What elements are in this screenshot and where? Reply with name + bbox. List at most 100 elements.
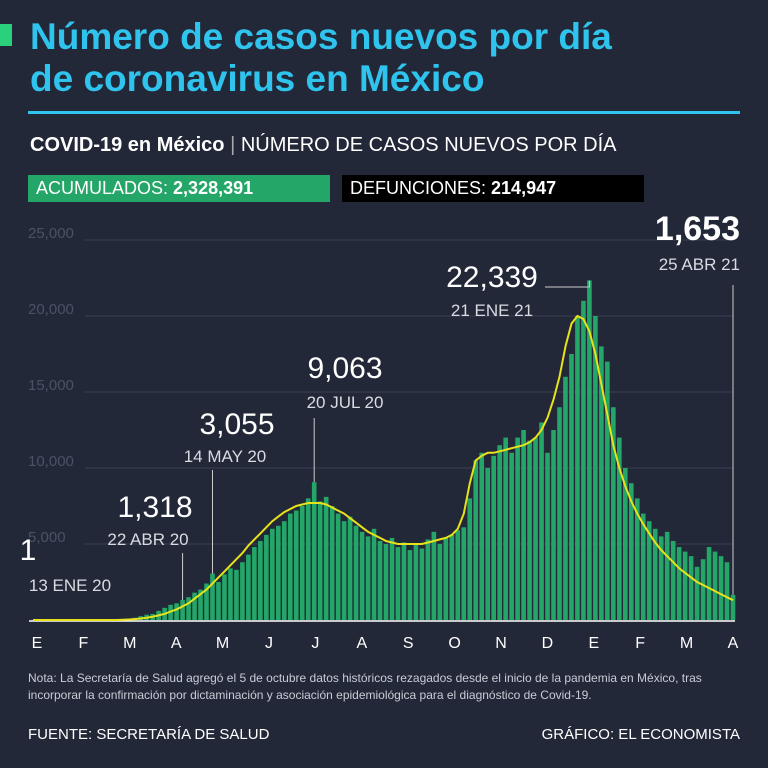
x-tick-label: A [728, 635, 739, 652]
bar [216, 582, 221, 620]
y-tick-label: 20,000 [28, 301, 74, 318]
annotation-value: 1,318 [117, 491, 192, 524]
bar [192, 592, 197, 620]
bar [646, 521, 652, 620]
bar [455, 530, 461, 620]
stat-label: DEFUNCIONES: [350, 178, 487, 198]
annotation-value: 1 [20, 534, 37, 567]
stat-box: DEFUNCIONES: 214,947 [342, 175, 644, 202]
stat-value: 2,328,391 [173, 178, 254, 198]
bar [527, 440, 532, 620]
subtitle-text: NÚMERO DE CASOS NUEVOS POR DÍA [240, 134, 617, 156]
bar [485, 468, 491, 620]
bar [563, 376, 568, 620]
bar [467, 498, 473, 620]
bar [180, 599, 185, 620]
bar [718, 556, 724, 620]
annotation-date: 13 ENE 20 [29, 576, 111, 595]
bar [569, 354, 574, 620]
bar [634, 498, 640, 620]
bar [443, 537, 449, 620]
bar [491, 455, 496, 620]
bar [275, 525, 281, 620]
bar [587, 280, 592, 620]
bar [401, 542, 407, 620]
credit: GRÁFICO: EL ECONOMISTA [541, 726, 740, 743]
bar [431, 531, 437, 620]
annotation-value: 22,339 [446, 261, 538, 294]
bar [617, 437, 622, 620]
bar [533, 437, 538, 620]
bar [258, 540, 263, 620]
y-tick-label: 15,000 [28, 377, 74, 394]
bar [611, 407, 616, 620]
bar [371, 528, 377, 620]
bar [521, 430, 526, 620]
bar [437, 544, 443, 620]
stat-box: ACUMULADOS: 2,328,391 [28, 175, 330, 202]
bar [581, 300, 586, 620]
bar [383, 544, 389, 620]
bar [640, 513, 646, 620]
bar [670, 540, 676, 620]
bar [246, 554, 251, 620]
bar [305, 498, 311, 620]
note: Nota: La Secretaría de Salud agregó el 5… [28, 671, 702, 702]
bar [317, 501, 323, 620]
bar [299, 506, 305, 620]
stat-label: ACUMULADOS: [36, 178, 169, 198]
bar [551, 430, 556, 620]
bar [407, 550, 413, 620]
bar [365, 536, 371, 620]
y-tick-label: 10,000 [28, 453, 74, 470]
bar [688, 556, 694, 620]
subtitle-bold: COVID-19 en México [30, 134, 225, 156]
bar [210, 573, 215, 620]
bar [359, 531, 365, 620]
x-tick-label: E [32, 635, 43, 652]
bar [395, 547, 401, 620]
bar [700, 559, 706, 620]
bar [694, 566, 700, 620]
title: de coronavirus en México [30, 58, 485, 99]
bar [706, 547, 712, 620]
bar [264, 534, 269, 620]
bar [413, 544, 419, 620]
x-tick-label: M [123, 635, 136, 652]
bar [724, 562, 730, 620]
bar [652, 528, 658, 620]
x-tick-label: A [356, 635, 367, 652]
accent [0, 24, 12, 46]
x-tick-label: J [265, 635, 273, 652]
bar [252, 547, 257, 620]
x-tick-label: F [79, 635, 89, 652]
bar [186, 597, 191, 620]
bar [335, 513, 341, 620]
bar [281, 521, 287, 620]
leader-line [545, 280, 590, 288]
bar [270, 528, 275, 620]
bar [503, 437, 508, 620]
annotation-date: 25 ABR 21 [659, 255, 740, 274]
trend-line [33, 314, 734, 621]
x-tick-label: O [448, 635, 460, 652]
bar [479, 452, 485, 620]
bar [623, 468, 628, 620]
bar [234, 569, 239, 620]
annotation-value: 1,653 [655, 210, 740, 248]
bar [222, 574, 227, 620]
bar [329, 506, 335, 620]
bar [228, 568, 233, 620]
bar [425, 539, 431, 620]
bar [240, 562, 245, 620]
bar [557, 407, 562, 620]
bar [461, 527, 467, 620]
rule [28, 111, 740, 114]
x-tick-label: M [680, 635, 693, 652]
annotation-date: 22 ABR 20 [107, 530, 188, 549]
bar [323, 496, 329, 620]
bar [599, 346, 604, 620]
bar [389, 537, 395, 620]
x-tick-label: F [635, 635, 645, 652]
